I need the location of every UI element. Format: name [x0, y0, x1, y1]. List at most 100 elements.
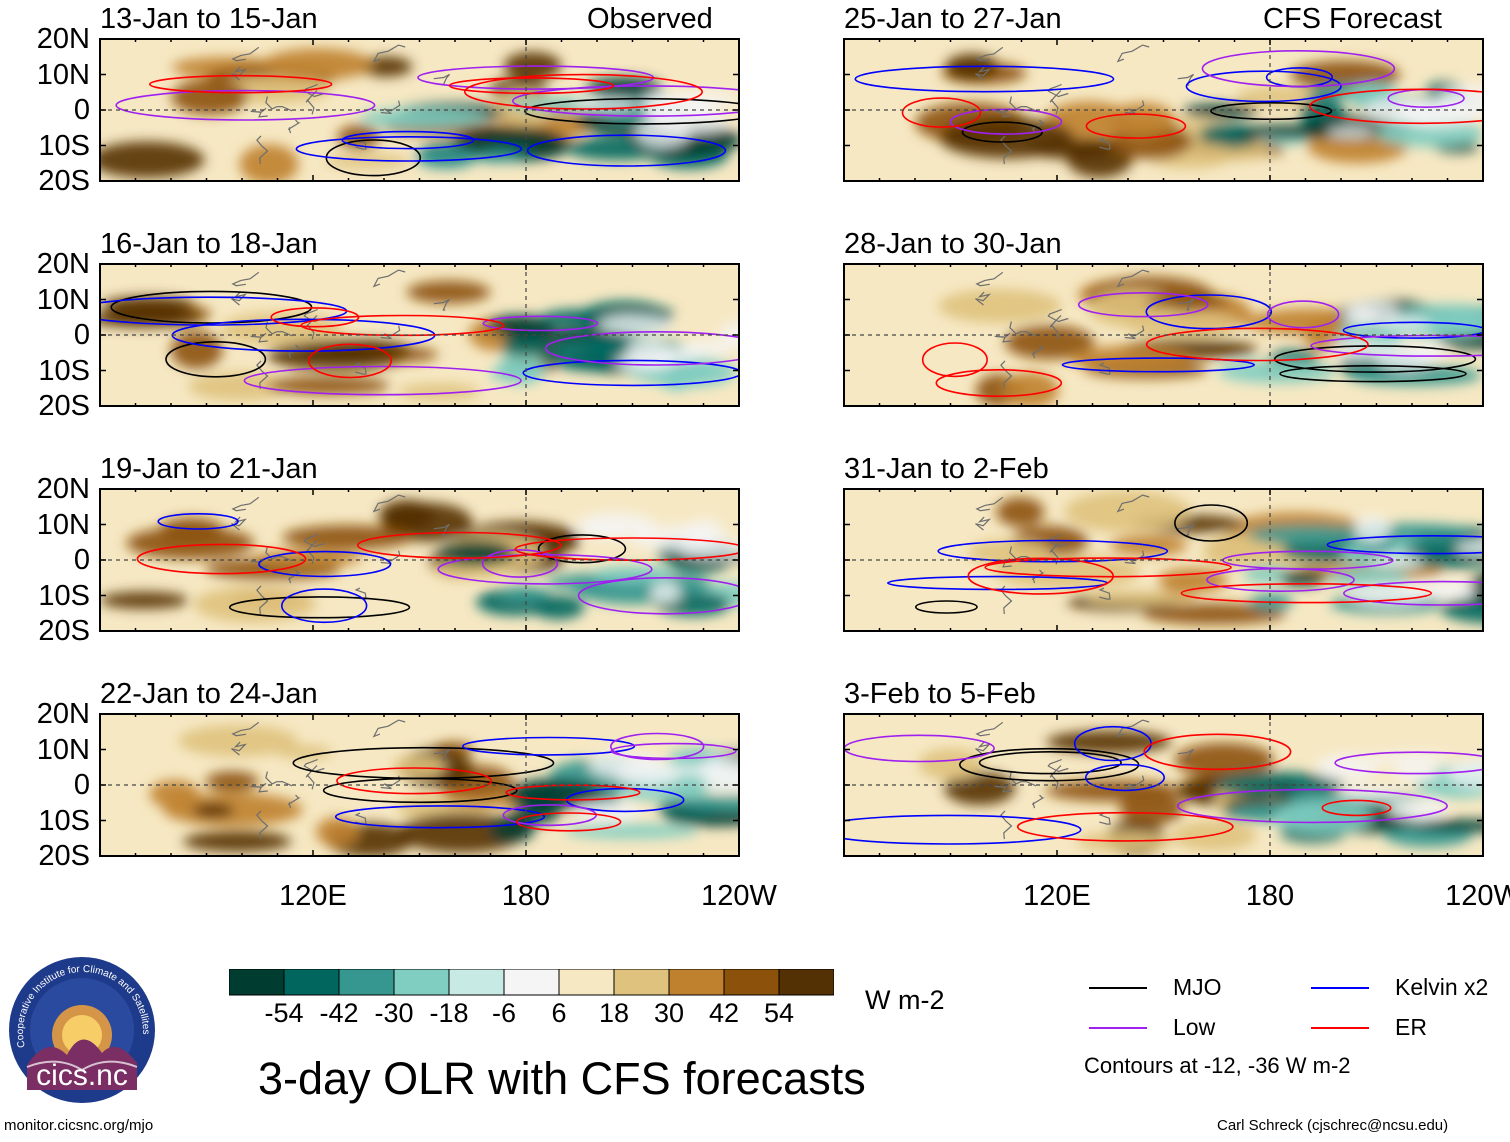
contour-low: [577, 577, 739, 615]
y-tick-label: 0: [73, 319, 90, 351]
contour-er: [270, 307, 360, 328]
colorbar-tick-label: -30: [374, 998, 414, 1028]
colorbar-swatch: [229, 969, 285, 996]
contour-low: [1077, 292, 1209, 318]
olr-panel: [843, 38, 1484, 182]
olr-dry-anomaly: [406, 280, 491, 304]
olr-dry-anomaly: [939, 117, 1074, 159]
olr-neutral-patch: [1326, 127, 1375, 138]
panel-title: 31-Jan to 2-Feb: [844, 453, 1049, 485]
contour-er: [1145, 327, 1369, 362]
colorbar-swatch: [448, 969, 505, 996]
footer-url: monitor.cicsnc.org/mjo: [4, 1117, 154, 1134]
contour-kelvin-x2: [258, 550, 392, 578]
coastlines: [231, 719, 451, 840]
olr-dry-anomaly: [178, 724, 298, 757]
olr-neutral-patch: [615, 352, 677, 372]
y-tick-label: 20S: [38, 615, 90, 647]
olr-dry-anomaly: [325, 153, 410, 169]
contour-kelvin-x2: [341, 130, 475, 150]
olr-wet-anomaly: [1234, 124, 1359, 139]
contour-low: [115, 89, 376, 121]
olr-dry-anomaly: [239, 144, 299, 181]
olr-dry-anomaly: [944, 771, 1016, 805]
contour-kelvin-x2: [280, 588, 368, 624]
olr-wet-anomaly: [592, 566, 667, 584]
panel-title: 13-Jan to 15-Jan: [100, 3, 318, 35]
colorbar-swatch: [613, 969, 670, 996]
colorbar-tick-label: 6: [551, 998, 567, 1028]
contour-kelvin-x2: [526, 134, 727, 167]
contour-note: Contours at -12, -36 W m-2: [1084, 1053, 1351, 1078]
contour-low: [1201, 50, 1396, 88]
olr-neutral-patch: [1315, 753, 1379, 782]
olr-dry-anomaly: [1109, 102, 1176, 138]
olr-dry-anomaly: [1004, 325, 1095, 360]
contour-kelvin-x2: [1085, 763, 1166, 792]
colorbar-swatch: [283, 969, 340, 996]
y-tick-label: 20N: [36, 698, 90, 730]
colorbar-swatch: [723, 969, 780, 996]
olr-wet-anomaly: [489, 816, 535, 843]
contour-low: [481, 549, 559, 578]
olr-dry-anomaly: [996, 497, 1045, 527]
olr-panel: [843, 488, 1484, 632]
contour-kelvin-x2: [157, 513, 239, 530]
y-tick-label: 0: [73, 769, 90, 801]
contour-er: [1085, 113, 1187, 139]
contour-low: [1206, 567, 1355, 592]
legend-label: ER: [1395, 1014, 1427, 1040]
tick-marks: [99, 488, 740, 632]
olr-dry-anomaly: [1183, 144, 1274, 161]
x-tick-label: 120W: [1445, 880, 1510, 912]
olr-neutral-patch: [682, 339, 731, 358]
legend-line: [1311, 1027, 1369, 1029]
olr-wet-anomaly: [1182, 103, 1259, 119]
legend-line: [1089, 987, 1147, 989]
y-tick-label: 10N: [36, 283, 90, 316]
colorbar-swatch: [778, 969, 834, 996]
cics-logo: Cooperative Institute for Climate and Sa…: [7, 955, 157, 1105]
olr-dry-anomaly: [398, 383, 481, 400]
olr-dry-anomaly: [1085, 591, 1199, 606]
olr-neutral-patch: [1389, 798, 1448, 822]
olr-dry-anomaly: [183, 830, 292, 852]
contour-mjo: [165, 341, 267, 378]
panel-title: 3-Feb to 5-Feb: [844, 678, 1036, 710]
contour-kelvin-x2: [1145, 294, 1273, 330]
panel-title: 19-Jan to 21-Jan: [100, 453, 318, 485]
contour-kelvin-x2: [1061, 357, 1255, 373]
olr-dry-anomaly: [262, 48, 374, 81]
panel-title: 28-Jan to 30-Jan: [844, 228, 1062, 260]
observed-label: Observed: [587, 3, 713, 35]
olr-neutral-patch: [1363, 97, 1437, 124]
olr-dry-anomaly: [192, 803, 235, 818]
logo-text: cics.nc: [36, 1059, 128, 1092]
coastlines: [231, 44, 451, 165]
olr-wet-anomaly: [1327, 569, 1410, 587]
colorbar-swatch: [338, 969, 395, 996]
legend-label: Kelvin x2: [1395, 974, 1489, 1000]
olr-neutral-patch: [579, 523, 625, 538]
contour-er: [1016, 811, 1234, 842]
olr-neutral-patch: [597, 314, 672, 334]
contour-low: [512, 85, 739, 117]
olr-dry-anomaly: [100, 309, 203, 328]
contour-mjo: [537, 534, 627, 564]
olr-dry-anomaly: [188, 372, 294, 401]
contour-low: [544, 331, 739, 366]
legend-line: [1311, 987, 1369, 989]
contour-low: [1266, 300, 1340, 329]
olr-wet-anomaly: [1273, 800, 1372, 834]
contour-low: [1343, 580, 1483, 606]
olr-wet-anomaly: [532, 595, 585, 620]
olr-neutral-patch: [677, 538, 739, 560]
olr-dry-anomaly: [100, 591, 189, 609]
olr-dry-anomaly: [282, 525, 413, 550]
contour-low: [1176, 788, 1448, 824]
colorbar-tick-label: -42: [319, 998, 359, 1028]
colorbar-tick-label: -54: [264, 998, 304, 1028]
contour-low: [949, 108, 1063, 135]
contour-kelvin-x2: [1342, 321, 1483, 339]
y-tick-label: 0: [73, 94, 90, 126]
